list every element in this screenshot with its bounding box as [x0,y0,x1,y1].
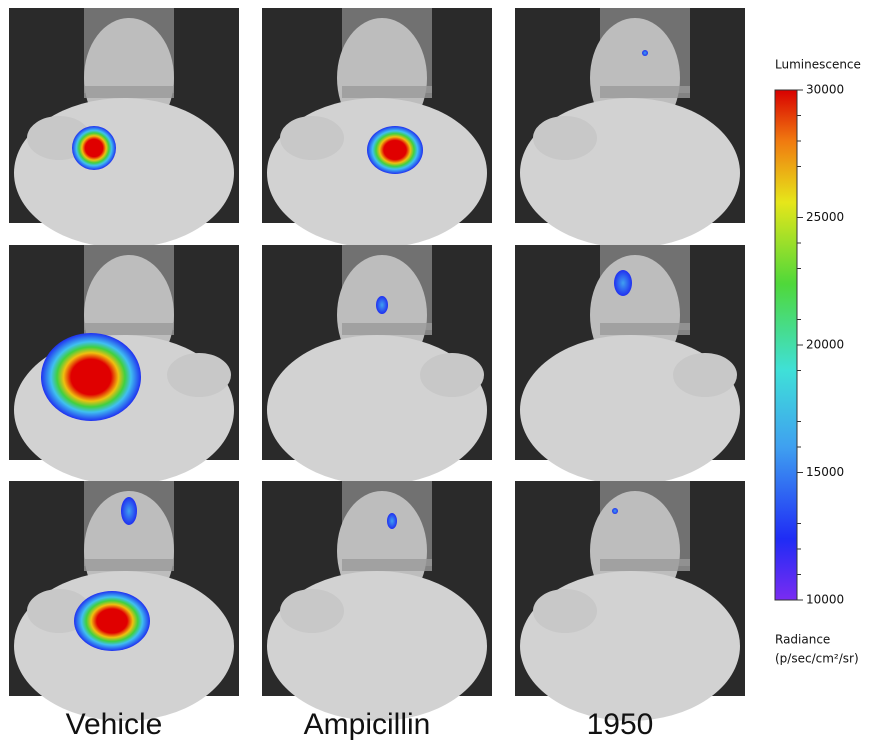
tube-ring [342,323,432,335]
column-label: Vehicle [66,708,163,741]
unit-label: Radiance [775,633,830,647]
tube-ring [84,323,174,335]
signal [41,333,141,421]
image-panel [515,245,745,485]
column-label: Ampicillin [304,708,431,741]
tube-ring [600,323,690,335]
colorbar-title: Luminescence [775,58,861,72]
mouse-ear [420,353,484,397]
unit: (p/sec/cm²/sr) [775,652,859,666]
tube-ring [84,86,174,98]
mouse-ear [167,353,231,397]
image-panel [262,481,492,721]
tick-label: 20000 [806,338,844,352]
signal [387,513,397,529]
image-panel [9,245,239,485]
signal [642,50,648,56]
tick-label: 15000 [806,465,844,479]
signal [376,296,388,314]
image-panel [9,481,239,721]
signal [612,508,618,514]
signal [614,270,632,296]
mouse-ear [673,353,737,397]
tube-ring [342,559,432,571]
signal [74,591,150,651]
tube-ring [342,86,432,98]
signal [72,126,116,170]
tick-label: 25000 [806,210,844,224]
figure: Luminescence 10000 15000 20000 25000 30000 R… [0,0,871,744]
tick-label: 10000 [806,593,844,607]
image-panel [262,245,492,485]
signal [367,126,423,174]
image-panel [9,8,239,248]
mouse-ear [280,589,344,633]
panel-grid [9,8,745,721]
tube-ring [84,559,174,571]
column-label: 1950 [587,708,654,741]
tube-ring [600,86,690,98]
colorbar-ticks: 10000 15000 20000 25000 30000 [797,83,844,607]
signal [121,497,137,525]
mouse-ear [533,116,597,160]
mouse-ear [533,589,597,633]
tube-ring [600,559,690,571]
image-panel [515,8,745,248]
mouse-ear [280,116,344,160]
tick-label: 30000 [806,83,844,97]
image-panel [515,481,745,721]
image-panel [262,8,492,248]
colorbar [775,90,797,600]
